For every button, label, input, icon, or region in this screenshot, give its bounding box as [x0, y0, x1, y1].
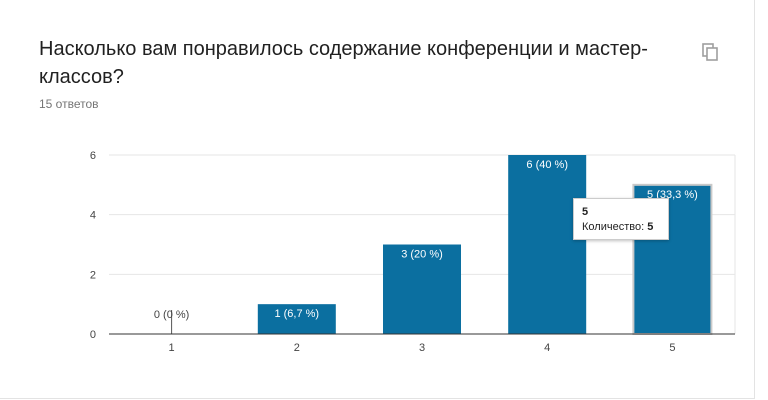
bar-2 — [257, 304, 336, 334]
x-tick-label-2: 2 — [294, 342, 300, 354]
copy-icon[interactable] — [700, 42, 720, 62]
tooltip-value: 5 — [647, 221, 654, 233]
x-tick-label-1: 1 — [169, 342, 175, 354]
y-tick-label-0: 0 — [90, 329, 96, 341]
x-tick-label-4: 4 — [544, 342, 550, 354]
data-label-1: 0 (0 %) — [154, 309, 189, 321]
data-label-4: 6 (40 %) — [526, 159, 568, 171]
data-label-2: 1 (6,7 %) — [274, 308, 319, 320]
y-tick-label-6: 6 — [90, 150, 96, 162]
response-count: 15 ответов — [39, 97, 99, 111]
tooltip-line: Количество: 5 — [582, 220, 668, 235]
data-label-5: 5 (33,3 %) — [647, 189, 698, 201]
x-tick-label-3: 3 — [419, 342, 425, 354]
y-tick-label-4: 4 — [90, 210, 96, 222]
chart-tooltip: 5 Количество: 5 — [573, 198, 669, 240]
y-tick-label-2: 2 — [90, 269, 96, 281]
data-label-3: 3 (20 %) — [401, 249, 443, 261]
bar-4 — [508, 155, 587, 334]
tooltip-label: Количество: — [582, 221, 645, 233]
question-title: Насколько вам понравилось содержание кон… — [39, 38, 648, 88]
bar-3 — [383, 244, 461, 334]
tooltip-category: 5 — [582, 206, 589, 218]
x-tick-label-5: 5 — [669, 342, 675, 354]
